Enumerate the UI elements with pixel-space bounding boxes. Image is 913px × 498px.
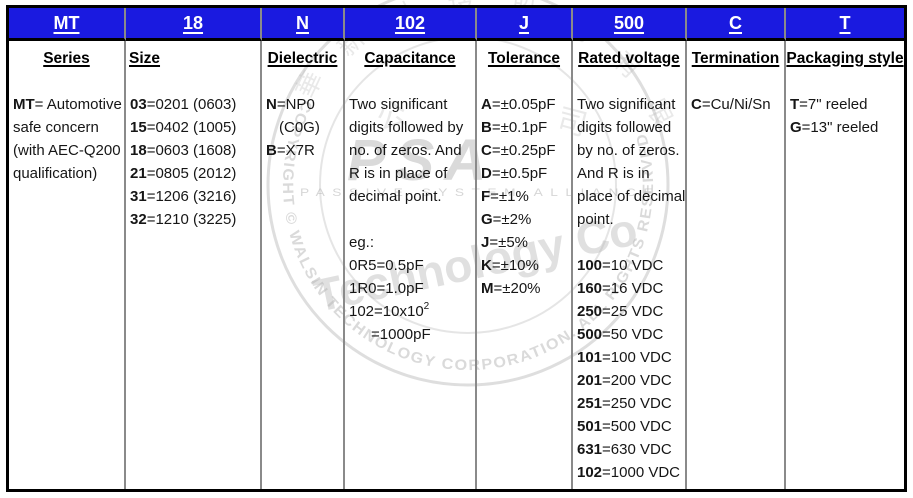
part-code: 102 (394, 12, 426, 33)
body-line: place of decimal (577, 188, 686, 205)
body-cell-capacitance: Two significant digits followed by no. of … (345, 76, 477, 489)
body-line: 03=0201 (0603) (130, 96, 237, 113)
body-line: 160=16 VDC (577, 280, 664, 297)
code-cell-tolerance: J (477, 8, 573, 41)
body-line: 500=50 VDC (577, 326, 664, 343)
body-line: 0R5=0.5pF (349, 257, 424, 274)
body-line: 101=100 VDC (577, 349, 672, 366)
body-cell-tolerance: A=±0.05pF B=±0.1pF C=±0.25pF D=±0.5pF F=±1% G… (477, 76, 573, 489)
body-line: 100=10 VDC (577, 257, 664, 274)
body-line: D=±0.5pF (481, 165, 548, 182)
body-line: N=NP0 (266, 96, 315, 113)
body-line: 631=630 VDC (577, 441, 672, 458)
body-cell-series: MT= Automotive safe concern (with AEC-Q200… (9, 76, 126, 489)
body-line (349, 208, 474, 231)
part-code: C (729, 12, 742, 33)
column-header-label: Dielectric (267, 49, 338, 67)
column-header-label: Capacitance (364, 49, 456, 67)
body-line: qualification) (13, 165, 98, 182)
body-line: 18=0603 (1608) (130, 142, 237, 159)
body-line: =1000pF (371, 326, 431, 343)
header-cell-tolerance: Tolerance (477, 41, 573, 76)
body-line: no. of zeros. And (349, 142, 462, 159)
header-cell-termination: Termination (687, 41, 786, 76)
body-line: R is in place of (349, 165, 448, 182)
psa-logo-text: PSA (347, 128, 496, 193)
body-line: B=±0.1pF (481, 119, 548, 136)
body-line: decimal point. (349, 188, 442, 205)
column-header-label: Packaging style (786, 49, 904, 67)
body-line: And R is in (577, 165, 650, 182)
column-header-label: Rated voltage (578, 49, 680, 67)
body-line: Two significant (577, 96, 676, 113)
body-line: M=±20% (481, 280, 541, 297)
watermark-outer-circle (266, 0, 670, 387)
body-line: 31=1206 (3216) (130, 188, 237, 205)
header-cell-capacitance: Capacitance (345, 41, 477, 76)
column-header-label: Series (43, 49, 90, 67)
body-line: (with AEC-Q200 (13, 142, 121, 159)
code-cell-series: MT (9, 8, 126, 41)
header-cell-series: Series (9, 41, 126, 76)
body-line: G=±2% (481, 211, 532, 228)
body-line: 201=200 VDC (577, 372, 672, 389)
body-line: G=13" reeled (790, 119, 879, 136)
body-line (577, 231, 684, 254)
code-cell-capacitance: 102 (345, 8, 477, 41)
code-cell-dielectric: N (262, 8, 345, 41)
body-line: Two significant (349, 96, 448, 113)
body-line: 102=10x102 (349, 301, 430, 321)
part-code: J (518, 12, 529, 33)
body-cell-packaging-style: T=7" reeled G=13" reeled (786, 76, 904, 489)
code-cell-termination: C (687, 8, 786, 41)
body-cell-dielectric: N=NP0 (C0G) B=X7R (262, 76, 345, 489)
body-line: 102=1000 VDC (577, 464, 680, 481)
body-line: digits followed (577, 119, 672, 136)
body-line: by no. of zeros. (577, 142, 680, 159)
body-line: eg.: (349, 234, 375, 251)
body-line: 251=250 VDC (577, 395, 672, 412)
part-code: 500 (613, 12, 645, 33)
body-line: 250=25 VDC (577, 303, 664, 320)
body-cell-termination: C=Cu/Ni/Sn (687, 76, 786, 489)
column-header-label: Termination (691, 49, 780, 67)
part-code: T (839, 12, 851, 33)
body-line: C=Cu/Ni/Sn (691, 96, 771, 113)
header-cell-packaging-style: Packaging style (786, 41, 904, 76)
body-line: J=±5% (481, 234, 529, 251)
body-line: point. (577, 211, 614, 228)
column-header-label: Size (129, 49, 161, 67)
body-line: digits followed by (349, 119, 464, 136)
header-cell-dielectric: Dielectric (262, 41, 345, 76)
body-line: 1R0=1.0pF (349, 280, 424, 297)
body-line: (C0G) (279, 119, 320, 136)
psa-sub-text: PASSIVE SYSTEM ALLIANCE (300, 187, 660, 199)
body-line: safe concern (13, 119, 99, 136)
body-line: C=±0.25pF (481, 142, 556, 159)
header-cell-rated-voltage: Rated voltage (573, 41, 687, 76)
body-cell-size: 03=0201 (0603) 15=0402 (1005) 18=0603 (160… (126, 76, 262, 489)
body-line: K=±10% (481, 257, 539, 274)
code-cell-packaging-style: T (786, 8, 904, 41)
code-cell-size: 18 (126, 8, 262, 41)
body-line: F=±1% (481, 188, 529, 205)
column-header-label: Tolerance (487, 49, 561, 67)
body-line: T=7" reeled (790, 96, 868, 113)
body-line: A=±0.05pF (481, 96, 556, 113)
part-number-table: MT 18 N 102 J 500 C T Series Size Dielectric Capaci… (6, 5, 907, 492)
part-code: MT (53, 12, 80, 33)
body-line: 21=0805 (2012) (130, 165, 237, 182)
part-code: N (296, 12, 309, 33)
body-cell-rated-voltage: Two significant digits followed by no. of … (573, 76, 687, 489)
body-line: 501=500 VDC (577, 418, 672, 435)
body-line: 32=1210 (3225) (130, 211, 237, 228)
body-line: 15=0402 (1005) (130, 119, 237, 136)
body-line: B=X7R (266, 142, 315, 159)
header-cell-size: Size (126, 41, 262, 76)
body-line: MT= Automotive (13, 96, 122, 113)
code-cell-rated-voltage: 500 (573, 8, 687, 41)
part-code: 18 (182, 12, 204, 33)
